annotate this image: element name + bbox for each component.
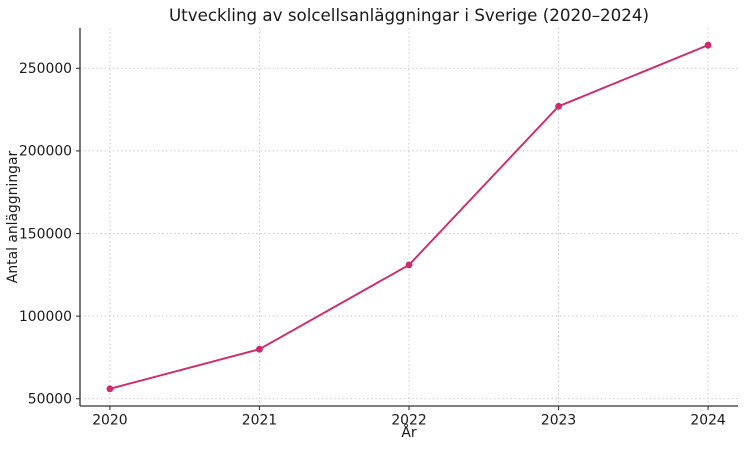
data-series-layer (106, 41, 712, 393)
x-tick-label: 2022 (391, 413, 426, 429)
x-tick-label: 2020 (92, 413, 127, 429)
y-axis-label: Antal anläggningar (5, 151, 21, 284)
grid-layer (80, 28, 738, 406)
data-point-marker (256, 345, 263, 353)
x-tick-label: 2024 (690, 413, 726, 429)
data-point-marker (405, 261, 413, 269)
y-tick-label: 200000 (19, 144, 72, 160)
y-tick-label: 50000 (28, 392, 72, 408)
y-tick-label: 150000 (19, 226, 72, 242)
data-point-marker (106, 385, 114, 393)
x-tick-label: 2023 (541, 413, 576, 429)
y-tick-label: 100000 (19, 309, 72, 325)
tick-label-layer: 50000 100000 150000 200000 250000 2020 2021 202… (19, 61, 726, 428)
x-axis-label: År (401, 424, 417, 441)
axis-layer (76, 28, 738, 410)
y-tick-label: 250000 (19, 61, 72, 77)
data-point-marker (555, 102, 562, 110)
x-tick-label: 2021 (242, 413, 277, 429)
chart-title: Utveckling av solcellsanläggningar i Sve… (169, 5, 649, 25)
data-point-marker (704, 41, 712, 49)
